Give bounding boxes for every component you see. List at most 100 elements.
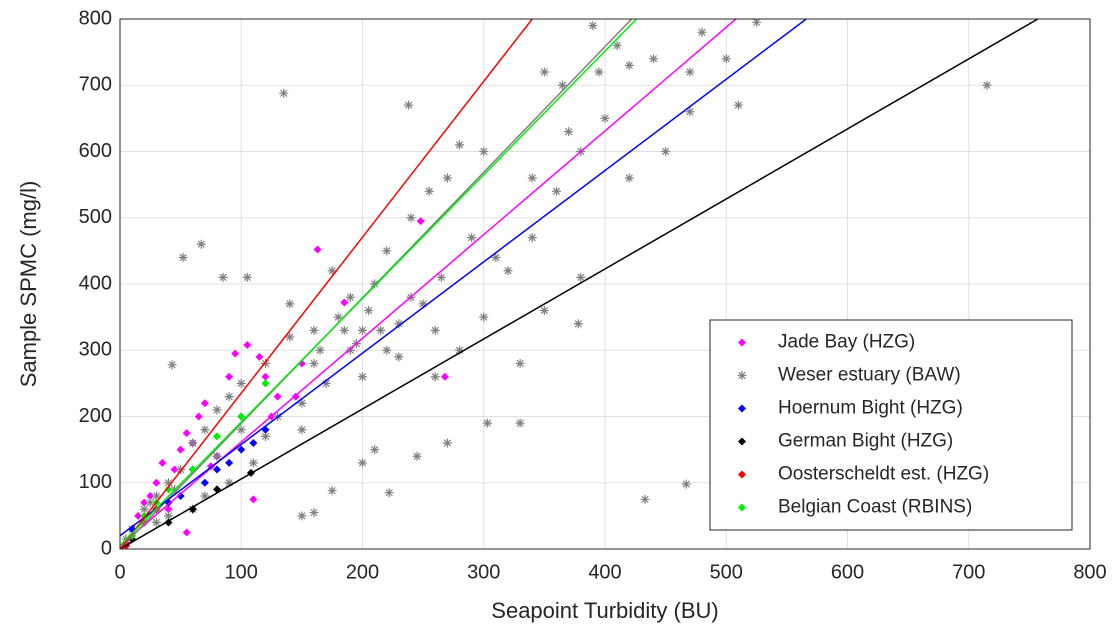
legend-label: Jade Bay (HZG) xyxy=(778,332,915,353)
asterisk-marker xyxy=(539,67,549,77)
asterisk-marker xyxy=(982,80,992,90)
legend-label: Weser estuary (BAW) xyxy=(778,365,961,386)
asterisk-marker xyxy=(624,60,634,70)
legend-label: Hoernum Bight (HZG) xyxy=(778,398,963,419)
asterisk-marker xyxy=(576,272,586,282)
asterisk-marker xyxy=(382,345,392,355)
diamond-marker xyxy=(416,217,425,226)
asterisk-marker xyxy=(721,54,731,64)
diamond-marker xyxy=(225,458,234,467)
asterisk-marker xyxy=(479,147,489,156)
asterisk-marker xyxy=(176,465,186,474)
asterisk-marker xyxy=(412,451,422,461)
diamond-marker xyxy=(176,445,185,454)
diamond-marker xyxy=(249,495,258,504)
diamond-marker xyxy=(176,492,185,500)
y-tick-label: 500 xyxy=(79,206,112,228)
diamond-marker xyxy=(182,528,191,537)
asterisk-marker xyxy=(333,312,343,322)
y-tick-label: 600 xyxy=(79,140,112,162)
asterisk-marker xyxy=(188,438,198,448)
asterisk-marker xyxy=(370,445,380,455)
asterisk-marker xyxy=(327,486,337,496)
x-axis-label: Seapoint Turbidity (BU) xyxy=(491,598,718,623)
asterisk-marker xyxy=(321,378,331,388)
fit-line xyxy=(120,19,533,549)
diamond-marker xyxy=(237,412,246,421)
asterisk-marker xyxy=(297,425,307,435)
asterisk-marker xyxy=(430,372,440,382)
plot-frame xyxy=(119,18,1091,550)
diamond-marker xyxy=(188,505,197,514)
diamond-marker xyxy=(170,465,179,474)
asterisk-marker xyxy=(384,488,394,498)
asterisk-marker xyxy=(404,100,414,110)
legend-label: Belgian Coast (RBINS) xyxy=(778,497,972,518)
plot-layer xyxy=(120,19,1039,549)
asterisk-marker xyxy=(345,345,355,355)
asterisk-marker xyxy=(685,67,695,77)
asterisk-marker xyxy=(224,392,234,402)
asterisk-marker xyxy=(503,266,513,276)
y-tick-label: 300 xyxy=(79,339,112,361)
asterisk-marker xyxy=(752,19,762,27)
asterisk-marker xyxy=(455,345,464,355)
asterisk-marker xyxy=(612,41,622,50)
diamond-marker xyxy=(200,478,209,487)
asterisk-marker xyxy=(370,279,380,289)
asterisk-marker xyxy=(479,312,489,322)
asterisk-marker xyxy=(442,438,452,448)
x-tick-label: 0 xyxy=(114,561,125,583)
asterisk-marker xyxy=(285,299,295,309)
diamond-marker xyxy=(140,498,149,507)
asterisk-marker xyxy=(151,491,161,501)
asterisk-marker xyxy=(442,173,452,183)
diamond-marker xyxy=(340,298,349,307)
asterisk-marker xyxy=(242,272,252,282)
diamond-marker xyxy=(194,412,203,421)
diamond-marker xyxy=(255,352,264,361)
asterisk-marker xyxy=(218,272,228,282)
legend-box xyxy=(709,319,1073,531)
asterisk-marker xyxy=(164,478,173,488)
y-tick-label: 0 xyxy=(101,537,112,559)
diamond-marker xyxy=(249,439,258,447)
asterisk-marker xyxy=(358,458,367,468)
asterisk-marker xyxy=(167,360,177,370)
asterisk-marker xyxy=(364,306,374,315)
asterisk-marker xyxy=(178,253,188,262)
x-tick-label: 700 xyxy=(952,561,985,583)
asterisk-marker xyxy=(236,378,246,388)
diamond-marker xyxy=(200,399,209,408)
diamond-marker xyxy=(738,437,746,446)
x-tick-label: 500 xyxy=(710,561,743,583)
asterisk-marker xyxy=(297,511,307,521)
diamond-marker xyxy=(261,372,270,381)
asterisk-marker xyxy=(139,504,149,514)
y-tick-label: 200 xyxy=(79,405,112,427)
asterisk-marker xyxy=(640,494,650,504)
diamond-marker xyxy=(313,245,322,254)
asterisk-marker xyxy=(200,425,210,435)
asterisk-marker xyxy=(424,186,434,196)
asterisk-marker xyxy=(339,325,349,335)
y-axis-label: Sample SPMC (mg/l) xyxy=(16,181,41,388)
asterisk-marker xyxy=(418,299,428,309)
diamond-marker xyxy=(231,349,240,358)
asterisk-marker xyxy=(309,508,319,518)
diamond-marker xyxy=(134,511,143,520)
y-tick-label: 100 xyxy=(79,471,112,493)
asterisk-marker xyxy=(394,319,404,329)
asterisk-marker xyxy=(315,345,325,355)
y-tick-label: 800 xyxy=(79,7,112,29)
asterisk-marker xyxy=(279,88,289,98)
asterisk-marker xyxy=(261,359,270,368)
asterisk-marker xyxy=(309,359,319,368)
fit-line xyxy=(120,19,807,537)
diamond-marker xyxy=(273,392,282,401)
x-tick-label: 100 xyxy=(225,561,258,583)
asterisk-marker xyxy=(212,451,222,461)
asterisk-marker xyxy=(681,479,691,489)
